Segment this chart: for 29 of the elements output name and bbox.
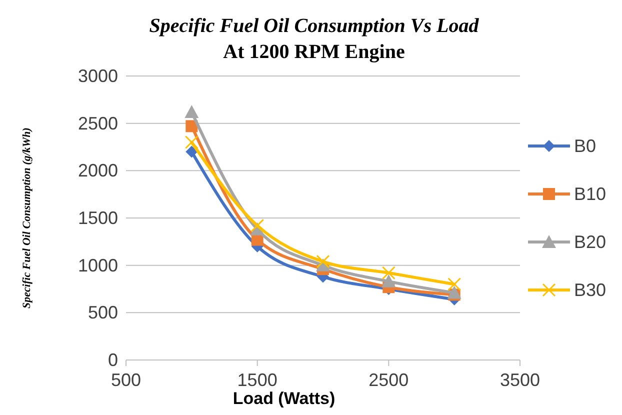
legend-label: B20 [574, 232, 606, 252]
y-tick-label: 3000 [78, 66, 118, 86]
chart-subtitle: At 1200 RPM Engine [223, 41, 405, 63]
x-tick-label: 2500 [368, 370, 409, 390]
y-tick-label: 1000 [78, 255, 118, 276]
point [448, 278, 462, 292]
point [184, 136, 198, 150]
x-axis-title: Load (Watts) [232, 389, 336, 408]
y-axis-title: Specific Fuel Oil Consumption (g/kWh) [21, 128, 33, 308]
chart-title: Specific Fuel Oil Consumption Vs Load [149, 15, 480, 37]
legend-label: B10 [574, 184, 606, 204]
point [316, 254, 330, 268]
y-tick-label: 1500 [78, 208, 118, 228]
point [184, 104, 199, 118]
legend-label: B0 [574, 136, 596, 156]
point [250, 218, 264, 232]
point [186, 146, 198, 158]
point [382, 266, 396, 280]
point [382, 274, 396, 288]
y-tick-label: 2500 [78, 113, 118, 134]
legend-label: B30 [574, 280, 606, 300]
x-tick-label: 1500 [237, 370, 278, 390]
y-tick-label: 0 [108, 350, 118, 370]
point [186, 120, 198, 132]
y-tick-label: 2000 [78, 160, 118, 181]
y-tick-label: 500 [88, 302, 118, 323]
point [447, 286, 462, 299]
x-tick-label: 3500 [500, 370, 540, 390]
x-tick-label: 500 [110, 370, 142, 390]
